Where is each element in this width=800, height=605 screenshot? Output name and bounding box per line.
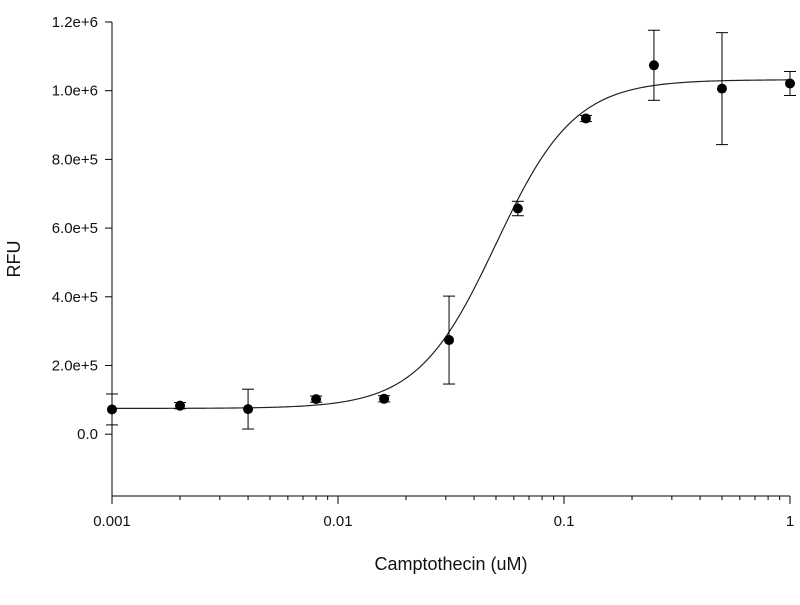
- y-tick-label: 0.0: [77, 426, 98, 443]
- data-point: [107, 404, 117, 415]
- data-point: [243, 404, 254, 415]
- data-points: [107, 60, 795, 415]
- axes: [111, 22, 790, 497]
- y-tick-label: 8.0e+5: [52, 151, 98, 168]
- x-axis-ticks: 0.001 0.01 0.1 1: [93, 496, 794, 530]
- x-tick-label: 0.1: [554, 513, 575, 530]
- data-point: [379, 393, 390, 404]
- y-tick-label: 1.2e+6: [52, 14, 98, 31]
- error-bars: [106, 29, 796, 430]
- data-point: [444, 335, 455, 346]
- data-point: [716, 83, 727, 94]
- data-point: [580, 113, 591, 124]
- fit-curve-layer: [112, 79, 791, 409]
- x-axis-title: Camptothecin (uM): [374, 554, 527, 574]
- y-axis-ticks: 0.0 2.0e+5 4.0e+5 6.0e+5 8.0e+5 1.0e+6 1.2e+6: [52, 14, 112, 443]
- y-tick-label: 6.0e+5: [52, 220, 98, 237]
- y-axis-title: RFU: [4, 241, 24, 278]
- x-tick-label: 1: [786, 513, 794, 530]
- y-tick-label: 2.0e+5: [52, 357, 98, 374]
- x-tick-label: 0.001: [93, 513, 131, 530]
- data-point: [648, 60, 659, 71]
- y-tick-label: 4.0e+5: [52, 289, 98, 306]
- x-tick-label: 0.01: [323, 513, 352, 530]
- data-point: [175, 400, 186, 411]
- data-point: [311, 394, 322, 405]
- y-tick-label: 1.0e+6: [52, 83, 98, 100]
- data-point: [512, 203, 523, 214]
- data-point: [785, 78, 795, 89]
- fit-curve: [112, 79, 791, 409]
